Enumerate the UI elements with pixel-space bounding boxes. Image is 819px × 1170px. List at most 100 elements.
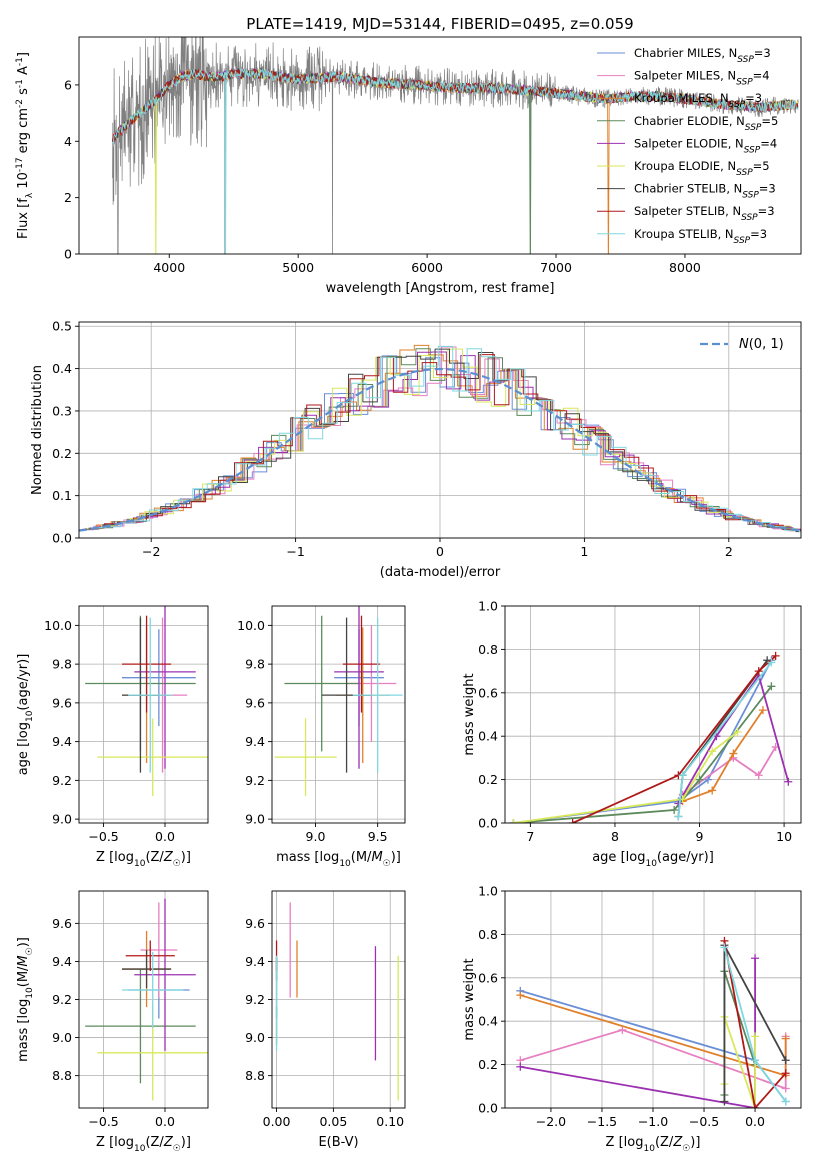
histogram-salpeter-stelib xyxy=(90,354,801,531)
label-part: log xyxy=(319,850,339,865)
y-tick-label: 9.6 xyxy=(52,916,72,931)
weight-marker-chabrier-elodie xyxy=(695,775,704,784)
legend-label-gaussian: N(0, 1) xyxy=(739,337,784,352)
plot-area xyxy=(79,344,801,533)
x-tick-label: −0.5 xyxy=(88,829,118,844)
y-tick-label: 0.2 xyxy=(478,1057,498,1072)
label-part: Kroupa STELIB, N xyxy=(634,227,734,241)
weight-marker-salpeter-miles xyxy=(754,771,763,780)
chart-panels: 4000 5000 6000 7000 8000 0 2 4 6 Chabrier MILES, … xyxy=(15,36,802,1154)
label-part: 10 xyxy=(25,987,35,999)
histogram-kroupa-elodie xyxy=(86,348,801,531)
y-tick-label: 9.0 xyxy=(52,1030,72,1045)
label-part: Z xyxy=(163,1135,174,1150)
y-tick-label: 2 xyxy=(64,190,72,205)
x-tick-label: 0 xyxy=(436,544,444,559)
x-tick-label: 9.0 xyxy=(306,829,326,844)
label-part: =4 xyxy=(760,136,777,150)
x-tick-label: 0.0 xyxy=(745,1114,765,1129)
label-part: SSP xyxy=(736,168,753,178)
label-part: =5 xyxy=(761,114,778,128)
weight-marker-chabrier-stelib xyxy=(720,1097,729,1106)
label-part: )] xyxy=(690,1135,700,1150)
label-part: (Z/ xyxy=(145,1135,164,1150)
y-tick-label: 9.6 xyxy=(52,695,72,710)
weight-marker-kroupa-stelib xyxy=(674,812,683,821)
x-tick-label: 5000 xyxy=(282,260,314,275)
x-tick-label: −2.0 xyxy=(536,1114,566,1129)
weight-marker-salpeter-miles xyxy=(781,1084,790,1093)
label-part: SSP xyxy=(734,236,751,246)
x-axis-label: age [log10(age/yr)] xyxy=(592,850,714,869)
weight-line-salpeter-stelib xyxy=(572,655,777,823)
label-part: -1 xyxy=(15,79,25,88)
label-part: log xyxy=(16,999,31,1019)
y-tick-label: 10.0 xyxy=(237,618,265,633)
label-part: mass [ xyxy=(16,1019,31,1062)
y-tick-label: 0.8 xyxy=(478,927,498,942)
label-part: SSP xyxy=(736,78,753,88)
y-tick-label: 9.2 xyxy=(245,992,265,1007)
label-part: mass weight xyxy=(462,958,477,1040)
y-axis-label: mass weight xyxy=(462,958,477,1040)
legend-label-chabrier-miles: Chabrier MILES, NSSP=3 xyxy=(634,46,771,65)
x-tick-label: 4000 xyxy=(153,260,185,275)
x-axis-label: wavelength [Angstrom, rest frame] xyxy=(326,281,555,296)
label-part: ☉ xyxy=(25,947,35,955)
label-part: A xyxy=(16,66,31,79)
label-part: (age/yr)] xyxy=(16,654,31,711)
label-part: M xyxy=(16,955,31,966)
x-tick-label: 0.00 xyxy=(263,1114,291,1129)
label-part: 10 xyxy=(134,859,146,869)
label-part: SSP xyxy=(741,213,758,223)
y-tick-label: 0.5 xyxy=(52,319,72,334)
label-part: ☉ xyxy=(682,1144,690,1154)
x-axis-label: (data-model)/error xyxy=(380,565,501,580)
weight-marker-chabrier-stelib xyxy=(781,1056,790,1065)
label-part: N xyxy=(739,337,749,352)
y-tick-label: 0.1 xyxy=(52,488,72,503)
x-tick-label: 7 xyxy=(526,829,534,844)
label-part: 10 xyxy=(25,710,35,722)
legend-label-chabrier-stelib: Chabrier STELIB, NSSP=3 xyxy=(634,182,776,201)
panel-8: −2.0 −1.5 −1.0 −0.5 0.0 0.0 0.2 0.4 0.6 0.8 1.0 Z [… xyxy=(462,884,802,1154)
x-tick-label: 0.0 xyxy=(155,1114,175,1129)
x-tick-label: 9.5 xyxy=(368,829,388,844)
label-part: SSP xyxy=(745,123,762,133)
label-part: Chabrier MILES, N xyxy=(634,46,737,60)
weight-line-kroupa-elodie xyxy=(723,1016,756,1108)
weight-marker-kroupa-elodie xyxy=(708,747,717,756)
weight-marker-salpeter-stelib xyxy=(754,667,763,676)
y-tick-label: 9.2 xyxy=(52,773,72,788)
y-tick-label: 0.2 xyxy=(52,446,72,461)
label-part: 10 xyxy=(644,1144,656,1154)
panel-2: −2 −1 0 1 2 0.0 0.1 0.2 0.3 0.4 0.5 N(0, 1) (data-mo… xyxy=(30,319,802,580)
label-part: ] xyxy=(16,52,31,57)
label-part: (data-model)/error xyxy=(380,565,501,580)
x-axis-label: E(B-V) xyxy=(318,1135,358,1150)
label-part: 10 xyxy=(645,859,657,869)
x-tick-label: 7000 xyxy=(540,260,572,275)
label-part: Salpeter ELODIE, N xyxy=(634,136,744,150)
label-part: =3 xyxy=(754,46,771,60)
label-part: λ xyxy=(25,192,35,198)
label-part: Kroupa MILES, N xyxy=(634,91,729,105)
weight-marker-salpeter-elodie xyxy=(516,1062,525,1071)
y-axis-label: Flux [fλ 10-17 erg cm-2 s-1 A-1] xyxy=(15,52,35,239)
weight-line-chabrier-miles xyxy=(513,659,773,823)
label-part: SSP xyxy=(737,55,754,65)
axes-frame xyxy=(504,605,802,824)
y-tick-label: 9.2 xyxy=(52,992,72,1007)
label-part: )] xyxy=(181,850,191,865)
y-tick-label: 0.0 xyxy=(52,531,72,546)
y-axis-label: mass [log10(M/M☉)] xyxy=(16,937,35,1062)
label-part: (age/yr)] xyxy=(657,850,714,865)
label-part: log xyxy=(626,850,646,865)
label-part: (Z/ xyxy=(145,850,164,865)
weight-marker-salpeter-stelib xyxy=(781,1069,790,1078)
weight-marker-kroupa-stelib xyxy=(781,1097,790,1106)
x-tick-label: 6000 xyxy=(411,260,443,275)
plot-area xyxy=(275,902,399,1101)
